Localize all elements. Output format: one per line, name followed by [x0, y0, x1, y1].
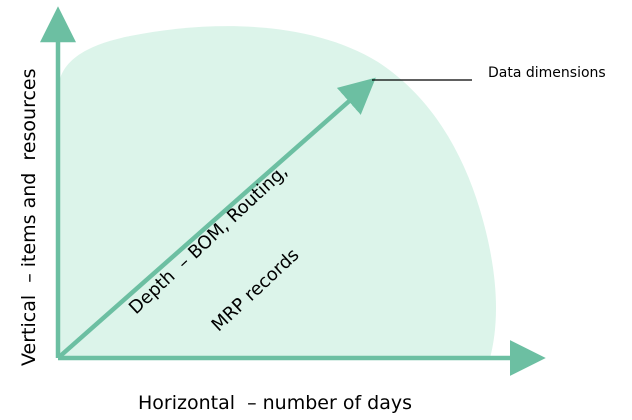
depth-arrow [56, 77, 376, 360]
vertical-axis-label: Vertical – items and resources [18, 68, 40, 366]
data-dimensions-label: Data dimensions [488, 65, 606, 81]
data-volume-region [58, 26, 496, 358]
horizontal-axis-label: Horizontal – number of days [138, 392, 413, 414]
